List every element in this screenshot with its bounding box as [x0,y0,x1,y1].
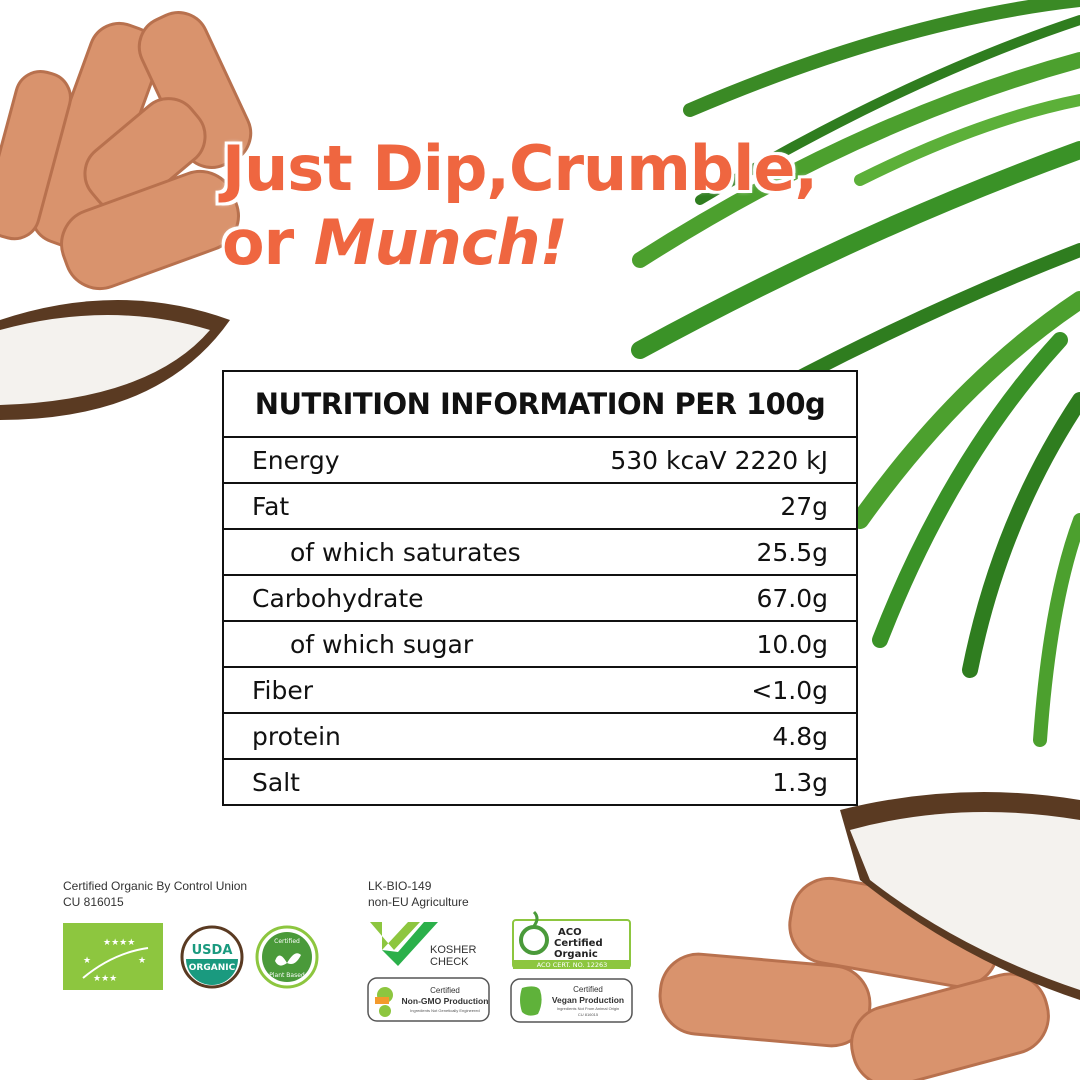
plant-based-logo: Certified Plant Based [255,925,319,989]
coconut-image [0,300,1080,1000]
svg-text:USDA: USDA [192,943,233,958]
nutrient-label: Energy [252,445,340,475]
svg-text:Certified: Certified [573,985,603,994]
nutrient-value: <1.0g [751,675,828,705]
nutrient-label: protein [252,721,341,751]
cert-line: LK-BIO-149 [368,879,432,893]
svg-text:Vegan Production: Vegan Production [552,995,624,1005]
nutrient-value: 530 kcaV 2220 kJ [610,445,828,475]
svg-text:ACO: ACO [558,927,582,938]
aco-certified-organic-logo: ACO Certified Organic ACO CERT. NO. 1226… [512,910,631,969]
nutrient-label: Salt [252,767,300,797]
nutrient-value: 10.0g [756,629,828,659]
nutrition-row: Fat 27g [224,484,856,530]
svg-text:★: ★ [138,956,146,966]
nutrient-value: 4.8g [772,721,828,751]
svg-text:★★★: ★★★ [93,974,117,984]
eu-organic-logo: ★★★★★★★★★ [63,923,163,990]
nutrition-row: protein 4.8g [224,714,856,760]
nutrient-value: 67.0g [756,583,828,613]
nutrient-label: Carbohydrate [252,583,424,613]
nutrient-value: 27g [780,491,828,521]
nutrition-row: Carbohydrate 67.0g [224,576,856,622]
svg-text:Organic: Organic [554,949,598,960]
svg-text:ACO CERT. NO. 12263: ACO CERT. NO. 12263 [537,961,608,969]
cert-line: CU 816015 [63,895,124,909]
svg-text:★: ★ [83,956,91,966]
svg-text:Certified: Certified [430,986,460,995]
lk-bio-text: LK-BIO-149 non-EU Agriculture [368,878,469,910]
cert-line: Certified Organic By Control Union [63,879,248,893]
nutrient-label: of which sugar [290,629,474,659]
nutrition-row: of which sugar 10.0g [224,622,856,668]
nutrient-label: Fat [252,491,290,521]
usda-organic-logo: USDA ORGANIC [180,925,244,989]
vegan-production-logo: Certified Vegan Production Ingredients N… [510,978,633,1023]
svg-text:Ingredients Not From Animal Or: Ingredients Not From Animal Origin [557,1006,619,1011]
non-gmo-logo: Certified Non-GMO Production Ingredients… [367,977,490,1022]
svg-text:Certified: Certified [274,938,300,945]
svg-text:Plant Based: Plant Based [269,972,305,979]
kosher-check-logo: KOSHER CHECK [370,922,477,968]
svg-text:ORGANIC: ORGANIC [189,963,236,973]
svg-text:KOSHER: KOSHER [430,944,477,956]
svg-text:Certified: Certified [554,938,603,949]
nutrition-table: NUTRITION INFORMATION PER 100g Energy 530… [222,370,858,806]
snack-roll-image [0,11,1050,1080]
headline-line-1: Just Dip,Crumble, [222,132,818,205]
nutrition-row: of which saturates 25.5g [224,530,856,576]
nutrition-row: Fiber <1.0g [224,668,856,714]
headline-plain: or [222,206,314,279]
headline-line-2: or Munch! [222,206,817,280]
svg-text:Ingredients Not Genetically En: Ingredients Not Genetically Engineered [410,1008,480,1013]
nutrition-row: Energy 530 kcaV 2220 kJ [224,438,856,484]
nutrient-value: 25.5g [756,537,828,567]
nutrient-label: Fiber [252,675,314,705]
nutrient-value: 1.3g [772,767,828,797]
svg-text:CHECK: CHECK [430,956,469,968]
nutrient-label: of which saturates [290,537,521,567]
nutrition-row: Salt 1.3g [224,760,856,804]
control-union-text: Certified Organic By Control Union CU 81… [63,878,247,910]
svg-text:Non-GMO Production: Non-GMO Production [402,996,489,1006]
cert-line: non-EU Agriculture [368,895,469,909]
svg-text:CU 816015: CU 816015 [578,1012,599,1017]
headline-italic: Munch! [313,206,568,279]
nutrition-title: NUTRITION INFORMATION PER 100g [224,372,856,438]
headline: Just Dip,Crumble, or Munch! [222,132,818,280]
svg-text:★★★★: ★★★★ [103,938,135,948]
